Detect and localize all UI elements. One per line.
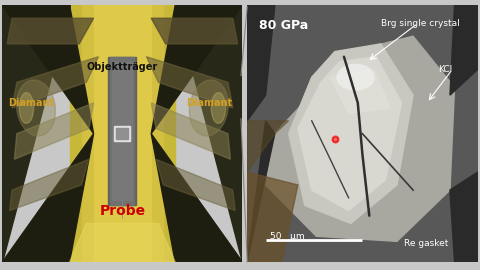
Polygon shape <box>151 18 238 44</box>
Polygon shape <box>70 5 175 262</box>
Polygon shape <box>10 159 89 211</box>
Polygon shape <box>247 5 478 262</box>
Polygon shape <box>116 128 128 139</box>
Polygon shape <box>156 159 235 211</box>
Polygon shape <box>115 126 130 141</box>
Polygon shape <box>110 57 134 205</box>
Polygon shape <box>70 224 175 262</box>
Polygon shape <box>2 5 70 262</box>
Polygon shape <box>151 134 242 262</box>
Ellipse shape <box>211 93 226 123</box>
Polygon shape <box>7 18 94 44</box>
Text: Brg single crystal: Brg single crystal <box>381 19 459 28</box>
Text: 80 GPa: 80 GPa <box>259 19 308 32</box>
Polygon shape <box>2 5 94 134</box>
Polygon shape <box>82 5 163 262</box>
Polygon shape <box>146 57 233 108</box>
Polygon shape <box>12 57 98 108</box>
Polygon shape <box>94 5 151 262</box>
Polygon shape <box>247 172 298 262</box>
Text: Diamant: Diamant <box>186 98 232 108</box>
Polygon shape <box>151 103 230 159</box>
Text: Re gasket: Re gasket <box>404 239 448 248</box>
Polygon shape <box>265 36 455 241</box>
Polygon shape <box>247 121 288 172</box>
Polygon shape <box>288 44 413 224</box>
Ellipse shape <box>19 93 34 123</box>
Polygon shape <box>108 57 136 205</box>
Polygon shape <box>151 5 242 134</box>
Text: Probe: Probe <box>99 204 145 218</box>
Polygon shape <box>247 121 275 262</box>
Polygon shape <box>14 103 94 159</box>
Ellipse shape <box>189 80 228 136</box>
Polygon shape <box>330 69 390 113</box>
Text: Objektträger: Objektträger <box>87 62 158 72</box>
Polygon shape <box>175 5 242 262</box>
Polygon shape <box>247 5 275 121</box>
Polygon shape <box>450 5 478 95</box>
Text: Diamant: Diamant <box>8 98 54 108</box>
Polygon shape <box>298 57 402 211</box>
Ellipse shape <box>16 80 56 136</box>
Text: 50   μm: 50 μm <box>270 232 305 241</box>
Ellipse shape <box>337 65 374 90</box>
Polygon shape <box>450 172 478 262</box>
Text: KCl: KCl <box>438 65 453 74</box>
Polygon shape <box>247 5 478 262</box>
Polygon shape <box>112 62 132 200</box>
Polygon shape <box>2 134 94 262</box>
